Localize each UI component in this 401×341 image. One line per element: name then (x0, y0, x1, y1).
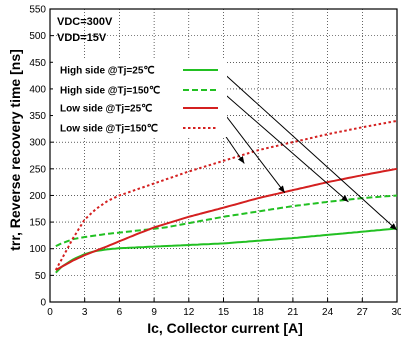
legend-label-2: Low side @Tj=25℃ (60, 104, 152, 115)
y-tick-label: 50 (35, 271, 47, 282)
y-tick-label: 450 (29, 58, 46, 69)
x-tick-label: 0 (47, 307, 53, 318)
series-line-0 (55, 227, 398, 274)
y-tick-label: 350 (29, 111, 46, 122)
series-lines (54, 119, 398, 274)
x-tick-label: 18 (253, 307, 265, 318)
y-axis-label: trr, Reverse recovery time [ns] (7, 49, 23, 251)
series-line-1 (55, 194, 398, 248)
x-tick-label: 3 (82, 307, 88, 318)
y-tick-label: 200 (29, 191, 46, 202)
x-tick-label: 12 (183, 307, 195, 318)
x-tick-label: 9 (151, 307, 157, 318)
x-axis-ticks: 0 3 6 9 12 15 18 21 24 27 30 (47, 298, 401, 318)
condition-vdc: VDC=300V (57, 16, 113, 28)
callout-arrow-2 (219, 107, 286, 194)
legend-label-1: High side @Tj=150℃ (60, 86, 160, 97)
x-tick-label: 30 (391, 307, 401, 318)
chart-legend: High side @Tj=25℃ High side @Tj=150℃ Low s… (53, 59, 227, 137)
series-line-2 (55, 167, 398, 271)
y-axis-ticks: 0 50 100 150 200 250 300 350 400 450 500 550 (29, 5, 54, 309)
x-tick-label: 27 (357, 307, 369, 318)
y-tick-label: 550 (29, 5, 46, 16)
x-axis-label: Ic, Collector current [A] (147, 320, 303, 336)
condition-vdd: VDD=15V (57, 32, 107, 44)
legend-label-3: Low side @Tj=150℃ (60, 124, 158, 135)
callout-arrow-1 (219, 89, 349, 203)
y-tick-label: 250 (29, 164, 46, 175)
x-tick-label: 15 (218, 307, 230, 318)
y-tick-label: 400 (29, 84, 46, 95)
x-tick-label: 24 (322, 307, 334, 318)
legend-label-0: High side @Tj=25℃ (60, 66, 155, 77)
y-tick-label: 0 (40, 298, 46, 309)
callout-arrow-0 (219, 69, 398, 231)
y-tick-label: 500 (29, 31, 46, 42)
y-tick-label: 100 (29, 244, 46, 255)
y-tick-label: 150 (29, 218, 46, 229)
x-tick-label: 6 (117, 307, 123, 318)
legend-background (53, 59, 227, 137)
series-line-3 (54, 119, 398, 271)
x-tick-label: 21 (287, 307, 299, 318)
y-tick-label: 300 (29, 138, 46, 149)
